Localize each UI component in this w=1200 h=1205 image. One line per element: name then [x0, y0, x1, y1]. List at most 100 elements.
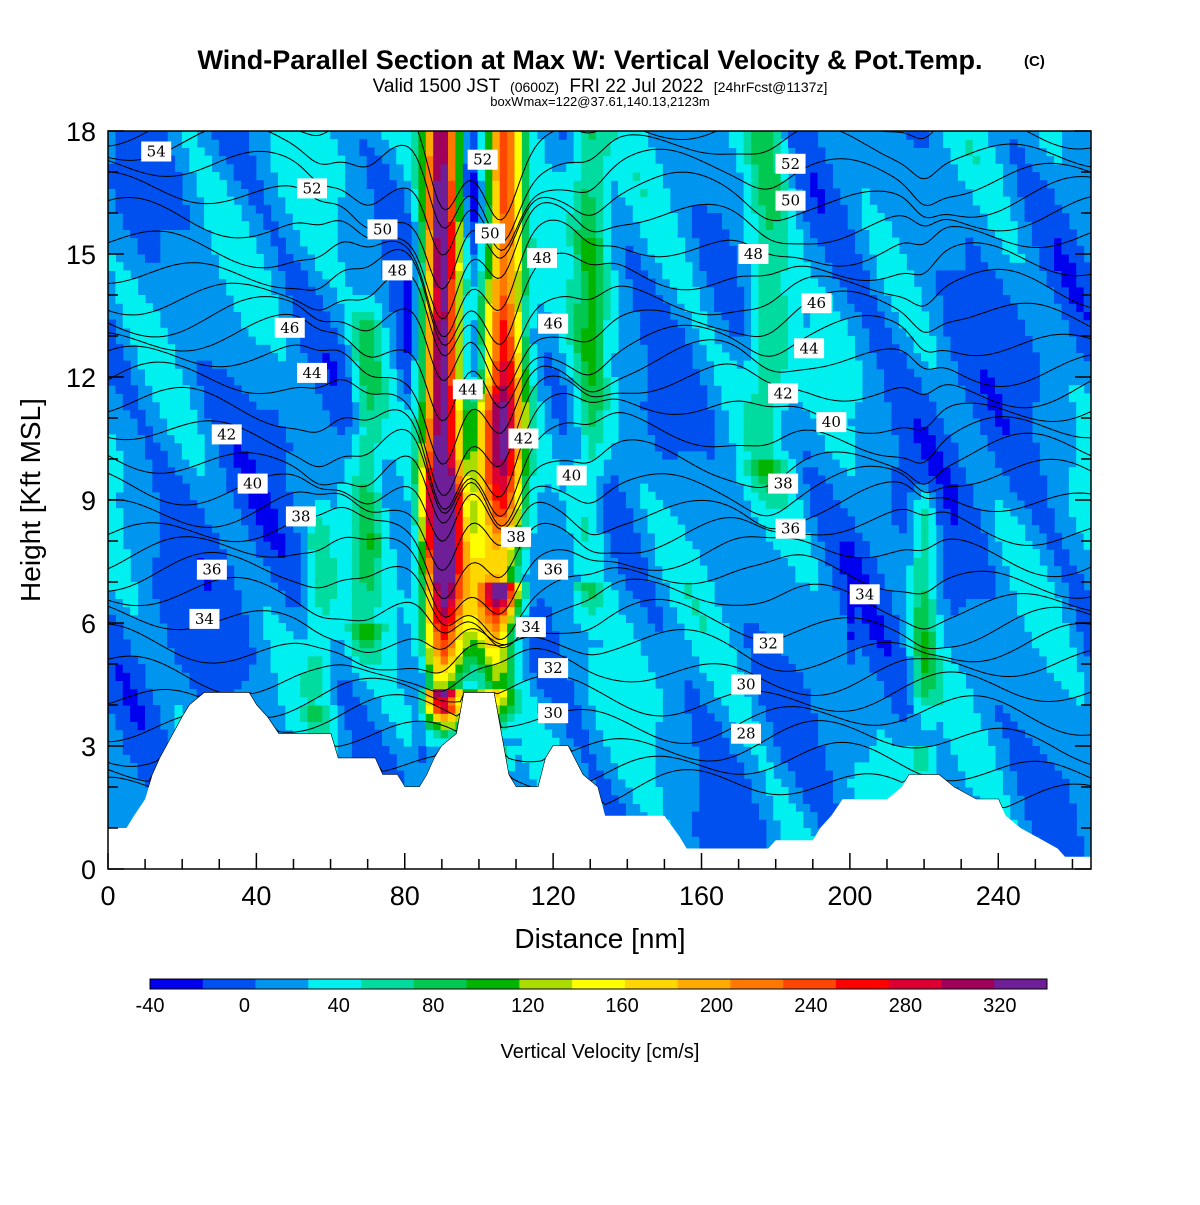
velocity-cell: [307, 532, 316, 542]
velocity-cell: [167, 368, 176, 378]
velocity-cell: [411, 557, 420, 567]
velocity-cell: [425, 221, 434, 230]
velocity-cell: [403, 713, 412, 722]
velocity-cell: [167, 557, 176, 567]
velocity-cell: [654, 163, 663, 173]
velocity-cell: [588, 549, 597, 558]
velocity-cell: [396, 303, 405, 312]
velocity-cell: [610, 647, 619, 657]
velocity-cell: [447, 409, 456, 419]
velocity-cell: [425, 139, 434, 148]
velocity-cell: [566, 221, 575, 230]
velocity-cell: [374, 688, 383, 698]
velocity-cell: [743, 467, 752, 476]
velocity-cell: [248, 655, 257, 665]
velocity-cell: [484, 344, 493, 353]
velocity-cell: [595, 196, 604, 206]
velocity-cell: [721, 737, 730, 747]
velocity-cell: [433, 163, 442, 173]
velocity-cell: [189, 680, 198, 690]
velocity-cell: [573, 303, 582, 312]
velocity-cell: [351, 664, 360, 673]
velocity-cell: [130, 721, 139, 731]
velocity-cell: [492, 631, 501, 640]
velocity-cell: [381, 196, 390, 206]
velocity-cell: [411, 401, 420, 411]
velocity-cell: [721, 828, 730, 837]
velocity-cell: [248, 647, 257, 657]
velocity-cell: [359, 327, 368, 337]
velocity-cell: [758, 467, 767, 476]
velocity-cell: [122, 172, 131, 181]
velocity-cell: [699, 647, 708, 657]
velocity-cell: [396, 213, 405, 222]
velocity-cell: [470, 664, 479, 673]
velocity-cell: [455, 606, 464, 616]
velocity-cell: [329, 508, 338, 517]
velocity-cell: [758, 491, 767, 501]
velocity-cell: [381, 762, 390, 772]
velocity-cell: [595, 713, 604, 722]
velocity-cell: [617, 655, 626, 665]
velocity-cell: [617, 672, 626, 681]
velocity-cell: [388, 614, 397, 624]
velocity-cell: [751, 450, 760, 460]
velocity-cell: [248, 254, 257, 263]
velocity-cell: [277, 672, 286, 681]
velocity-cell: [359, 303, 368, 312]
velocity-cell: [507, 557, 516, 567]
velocity-cell: [403, 237, 412, 247]
velocity-cell: [743, 204, 752, 214]
velocity-cell: [115, 672, 124, 681]
velocity-cell: [322, 385, 331, 394]
velocity-cell: [433, 319, 442, 329]
velocity-cell: [388, 623, 397, 632]
velocity-cell: [433, 172, 442, 181]
velocity-cell: [411, 385, 420, 394]
velocity-cell: [521, 295, 530, 304]
velocity-cell: [455, 459, 464, 468]
velocity-cell: [270, 426, 279, 435]
velocity-cell: [447, 573, 456, 583]
velocity-cell: [189, 409, 198, 419]
velocity-cell: [521, 213, 530, 222]
velocity-cell: [595, 614, 604, 624]
velocity-cell: [285, 705, 294, 714]
velocity-cell: [263, 516, 272, 526]
velocity-cell: [691, 713, 700, 722]
velocity-cell: [743, 139, 752, 148]
velocity-cell: [285, 532, 294, 542]
velocity-cell: [595, 426, 604, 435]
velocity-cell: [462, 368, 471, 378]
velocity-cell: [144, 713, 153, 722]
velocity-cell: [351, 549, 360, 558]
velocity-cell: [632, 582, 641, 591]
velocity-cell: [411, 147, 420, 157]
velocity-cell: [647, 590, 656, 599]
velocity-cell: [603, 696, 612, 706]
velocity-cell: [529, 483, 538, 493]
velocity-cell: [425, 344, 434, 353]
velocity-cell: [492, 459, 501, 468]
velocity-cell: [292, 204, 301, 214]
velocity-cell: [640, 557, 649, 567]
velocity-cell: [307, 163, 316, 173]
velocity-cell: [499, 696, 508, 706]
velocity-cell: [292, 147, 301, 157]
velocity-cell: [152, 475, 161, 485]
velocity-cell: [285, 155, 294, 165]
velocity-cell: [529, 278, 538, 288]
velocity-cell: [204, 631, 213, 640]
velocity-cell: [277, 623, 286, 632]
velocity-cell: [699, 606, 708, 616]
velocity-cell: [307, 647, 316, 657]
velocity-cell: [226, 655, 235, 665]
velocity-cell: [322, 639, 331, 649]
velocity-cell: [588, 582, 597, 591]
velocity-cell: [447, 327, 456, 337]
velocity-cell: [344, 286, 353, 296]
velocity-cell: [588, 655, 597, 665]
velocity-cell: [455, 409, 464, 419]
velocity-cell: [647, 795, 656, 804]
velocity-cell: [218, 409, 227, 419]
